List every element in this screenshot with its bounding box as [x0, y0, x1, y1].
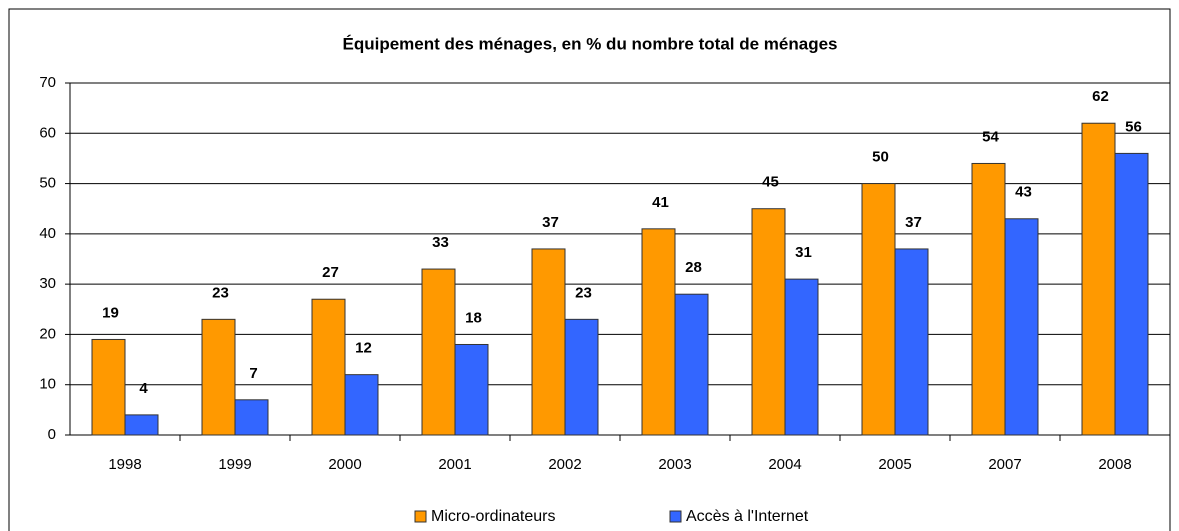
- bar: [564, 318, 599, 436]
- bar: [1114, 152, 1149, 436]
- legend-swatch: [414, 510, 427, 523]
- bar: [531, 248, 566, 436]
- legend-label: Micro-ordinateurs: [431, 508, 555, 525]
- y-tick-label: 30: [39, 275, 56, 292]
- y-tick-label: 70: [39, 74, 56, 91]
- bar: [91, 338, 126, 436]
- x-tick-label: 1999: [218, 456, 251, 473]
- bar: [674, 293, 709, 436]
- bar: [124, 414, 159, 436]
- x-tick-label: 2001: [438, 456, 471, 473]
- bar: [1004, 218, 1039, 436]
- value-label: 54: [982, 128, 999, 145]
- value-label: 37: [542, 214, 559, 231]
- value-label: 19: [102, 304, 119, 321]
- bar: [1081, 122, 1116, 436]
- value-label: 50: [872, 149, 889, 166]
- bar: [311, 298, 346, 436]
- value-label: 37: [905, 214, 922, 231]
- y-tick-label: 50: [39, 175, 56, 192]
- x-tick-label: 2002: [548, 456, 581, 473]
- value-label: 18: [465, 309, 482, 326]
- y-tick-label: 60: [39, 124, 56, 141]
- x-tick-label: 2007: [988, 456, 1021, 473]
- value-label: 7: [249, 365, 257, 382]
- x-tick-label: 2003: [658, 456, 691, 473]
- value-label: 43: [1015, 184, 1032, 201]
- bar: [344, 374, 379, 436]
- x-tick-label: 2005: [878, 456, 911, 473]
- bar: [234, 399, 269, 436]
- value-label: 56: [1125, 118, 1142, 135]
- y-tick-label: 20: [39, 325, 56, 342]
- value-label: 27: [322, 264, 339, 281]
- value-label: 4: [139, 380, 148, 397]
- bar: [894, 248, 929, 436]
- x-tick-label: 2004: [768, 456, 801, 473]
- bar: [421, 268, 456, 436]
- y-tick-label: 40: [39, 225, 56, 242]
- bar: [201, 318, 236, 436]
- chart-title: Équipement des ménages, en % du nombre t…: [342, 34, 837, 53]
- legend-swatch: [669, 510, 682, 523]
- bar: [971, 162, 1006, 436]
- value-label: 45: [762, 174, 779, 191]
- legend-label: Accès à l'Internet: [686, 508, 809, 525]
- value-label: 41: [652, 194, 669, 211]
- value-label: 28: [685, 259, 702, 276]
- value-label: 31: [795, 244, 812, 261]
- bar: [641, 228, 676, 436]
- value-label: 62: [1092, 88, 1109, 105]
- x-tick-label: 2008: [1098, 456, 1131, 473]
- bar: [454, 343, 489, 436]
- value-label: 12: [355, 340, 372, 357]
- x-tick-label: 2000: [328, 456, 361, 473]
- x-tick-label: 1998: [108, 456, 141, 473]
- value-label: 23: [575, 284, 592, 301]
- bar: [861, 183, 896, 436]
- y-tick-label: 10: [39, 376, 56, 393]
- y-tick-label: 0: [48, 426, 56, 443]
- value-label: 23: [212, 284, 229, 301]
- bar: [784, 278, 819, 436]
- bar: [751, 208, 786, 436]
- value-label: 33: [432, 234, 449, 251]
